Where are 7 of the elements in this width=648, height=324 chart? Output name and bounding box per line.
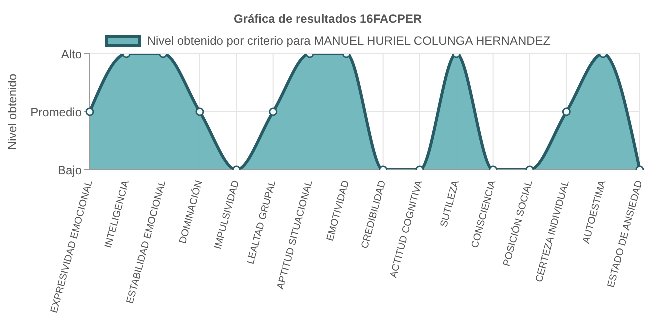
x-tick-label: LEALTAD GRUPAL bbox=[246, 179, 279, 266]
chart-title: Gráfica de resultados 16FACPER bbox=[232, 11, 424, 28]
category-label: Alto bbox=[61, 47, 82, 62]
y-axis-title: Nivel obtenido bbox=[5, 74, 20, 150]
category-label: Bajo bbox=[58, 163, 82, 178]
category-label: Promedio bbox=[30, 105, 82, 120]
legend-label: Nivel obtenido por criterio para MANUEL HURIEL COLUNGA HERNANDEZ bbox=[147, 34, 551, 48]
